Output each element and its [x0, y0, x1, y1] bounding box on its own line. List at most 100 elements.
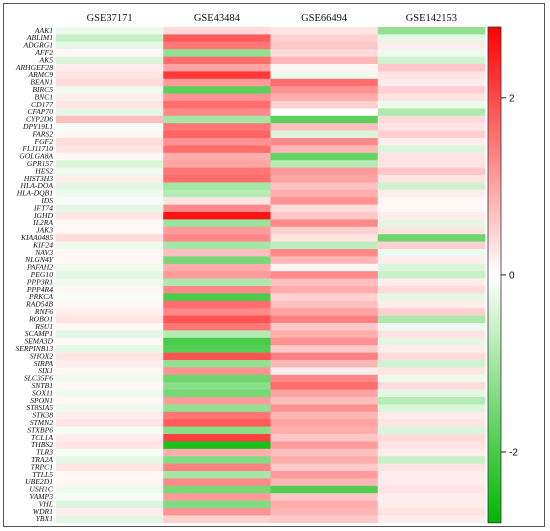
- row-label: ST8SIA5: [26, 403, 53, 412]
- row-label: SNTB1: [31, 381, 53, 390]
- colorbar-tick-label: 2: [509, 93, 515, 104]
- heatmap-cell: [163, 456, 271, 464]
- heatmap-cell: [377, 145, 486, 154]
- heatmap-cell: [56, 189, 164, 198]
- heatmap-cell: [377, 78, 486, 87]
- row-label: SPON1: [30, 396, 53, 405]
- column-label: GSE37171: [87, 13, 133, 24]
- heatmap-cell: [377, 434, 486, 442]
- heatmap-cell: [163, 360, 271, 368]
- heatmap-cell: [56, 27, 164, 35]
- row-label: HES2: [34, 166, 53, 175]
- heatmap-cell: [163, 374, 271, 383]
- row-label: NAV3: [34, 248, 53, 257]
- row-label: PAFAH2: [26, 263, 53, 272]
- heatmap-cell: [377, 456, 486, 464]
- heatmap-cell: [163, 323, 271, 331]
- heatmap-cell: [56, 256, 164, 265]
- heatmap-cell: [377, 101, 486, 109]
- heatmap-cell: [270, 123, 379, 131]
- row-label: VAMP3: [30, 492, 54, 501]
- heatmap-cell: [163, 382, 271, 390]
- heatmap-cell: [163, 197, 271, 205]
- heatmap-cell: [163, 463, 271, 472]
- heatmap-cell: [377, 212, 486, 220]
- heatmap-cell: [377, 189, 486, 198]
- row-label: ADGRG1: [22, 41, 53, 50]
- heatmap-cell: [56, 434, 164, 442]
- row-label: KIF24: [32, 240, 53, 249]
- heatmap-cell: [377, 315, 486, 324]
- heatmap-cell: [56, 463, 164, 472]
- heatmap-cell: [377, 382, 486, 390]
- heatmap-cell: [163, 508, 271, 516]
- heatmap-cell: [56, 263, 164, 272]
- heatmap-cell: [270, 397, 379, 405]
- heatmap-cell: [163, 500, 271, 509]
- heatmap-cell: [163, 493, 271, 501]
- heatmap-cell: [270, 86, 379, 94]
- heatmap-cell: [270, 93, 379, 102]
- heatmap-cell: [270, 278, 379, 287]
- heatmap-cell: [377, 278, 486, 287]
- heatmap-cell: [270, 352, 379, 361]
- heatmap-cell: [163, 71, 271, 80]
- heatmap-cell: [163, 212, 271, 220]
- heatmap-cell: [163, 138, 271, 146]
- heatmap-cell: [163, 219, 271, 228]
- heatmap-cell: [163, 419, 271, 427]
- heatmap-cell: [270, 419, 379, 427]
- heatmap-cell: [377, 115, 486, 124]
- heatmap-cell: [163, 330, 271, 339]
- row-label: JAK3: [36, 226, 53, 235]
- heatmap-cell: [377, 485, 486, 494]
- row-label: HLA-DOA: [20, 181, 54, 190]
- heatmap-cell: [163, 86, 271, 94]
- row-label: SCAMP1: [25, 329, 53, 338]
- heatmap-cell: [377, 167, 486, 176]
- heatmap-cell: [163, 411, 271, 420]
- heatmap-cell: [377, 389, 486, 398]
- heatmap-cell: [56, 485, 164, 494]
- heatmap-cell: [56, 515, 164, 524]
- heatmap-cell: [56, 204, 164, 213]
- heatmap-cell: [56, 456, 164, 464]
- heatmap-cell: [377, 182, 486, 191]
- row-label: WDR1: [33, 507, 53, 516]
- heatmap-cell: [377, 374, 486, 383]
- column-label: GSE43484: [194, 13, 241, 24]
- heatmap-cell: [163, 300, 271, 309]
- heatmap-cell: [163, 175, 271, 183]
- row-label: RAD54B: [25, 300, 53, 309]
- row-label: CYP2D6: [26, 115, 53, 124]
- heatmap-cell: [270, 175, 379, 183]
- heatmap-cell: [56, 397, 164, 405]
- row-label: ABLIM1: [26, 33, 53, 42]
- heatmap-cell: [270, 500, 379, 509]
- row-label: PEG10: [30, 270, 54, 279]
- heatmap-cell: [270, 508, 379, 516]
- heatmap-cell: [377, 448, 486, 457]
- heatmap-cell: [377, 397, 486, 405]
- row-label: FLJ11710: [21, 144, 53, 153]
- heatmap-cell: [56, 34, 164, 43]
- row-label: IDS: [40, 196, 53, 205]
- row-label: DPY19L1: [22, 122, 53, 131]
- row-label: IGHD: [33, 211, 53, 220]
- heatmap-cell: [163, 34, 271, 43]
- row-label: STMN2: [30, 418, 53, 427]
- heatmap-cell: [270, 115, 379, 124]
- heatmap-cell: [377, 160, 486, 168]
- heatmap-cell: [377, 219, 486, 228]
- row-label: PRKCA: [28, 292, 53, 301]
- heatmap-cell: [270, 249, 379, 257]
- heatmap-cell: [270, 485, 379, 494]
- heatmap-cell: [270, 300, 379, 309]
- heatmap-cell: [270, 286, 379, 294]
- heatmap-cell: [377, 226, 486, 235]
- heatmap-cell: [270, 41, 379, 50]
- heatmap-cell: [56, 175, 164, 183]
- heatmap-cell: [163, 515, 271, 524]
- heatmap-cell: [56, 115, 164, 124]
